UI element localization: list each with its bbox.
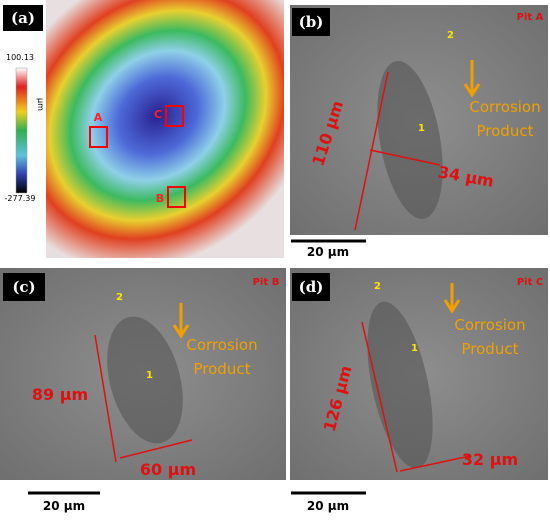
marker-box: [165, 105, 184, 127]
region-label: 2: [447, 30, 454, 41]
region-label: 2: [374, 281, 381, 292]
colorbar-min: -277.39: [5, 194, 36, 203]
dimension-line: [94, 334, 117, 463]
dimension-line: [369, 149, 441, 166]
region-label: 2: [116, 292, 123, 303]
label-box: [3, 5, 43, 31]
pit: [107, 316, 183, 444]
marker-label: C: [154, 108, 162, 121]
panel-label: (b): [299, 13, 324, 31]
dimension-label: 60 μm: [140, 460, 196, 479]
marker-box: [89, 126, 108, 148]
dimension-line: [399, 455, 471, 472]
product-label: Corrosion: [454, 316, 525, 334]
pit-name: Pit C: [517, 277, 543, 288]
panel-b: (b) Pit A 2 1 Corrosion Product 110 μm 3…: [290, 5, 548, 259]
marker-label: B: [156, 192, 164, 205]
colorbar: [15, 67, 28, 194]
scale-bar-label: 20 μm: [307, 245, 349, 259]
scale-bar-label: 20 μm: [43, 499, 85, 513]
panel-label: (a): [11, 9, 35, 27]
product-label: Corrosion: [186, 336, 257, 354]
pit-name: Pit A: [517, 12, 544, 23]
marker-label: A: [94, 111, 103, 124]
colorbar-unit: μm: [36, 98, 45, 111]
panel-c: (c) Pit B 2 1 Corrosion Product 89 μm 60…: [0, 268, 286, 513]
label-box: [292, 8, 330, 36]
panel-a: 100.13 μm -277.39 (a) A B C: [3, 0, 284, 258]
arrow: [463, 60, 481, 98]
product-label: Product: [194, 360, 251, 378]
label-box: [3, 273, 45, 301]
pit-name: Pit B: [253, 277, 280, 288]
region-label: 1: [418, 123, 425, 134]
colorbar-max: 100.13: [6, 53, 34, 62]
product-label: Corrosion: [469, 98, 540, 116]
panel-label: (d): [299, 278, 324, 296]
dimension-label: 89 μm: [32, 385, 88, 404]
dimension-line: [361, 321, 398, 473]
scale-bar-label: 20 μm: [307, 499, 349, 513]
region-label: 1: [411, 343, 418, 354]
pit: [367, 301, 433, 469]
panel-label: (c): [12, 278, 35, 296]
arrow: [443, 283, 461, 314]
dimension-line: [119, 439, 193, 459]
height-map: [46, 0, 284, 258]
panel-d: (d) Pit C 2 1 Corrosion Product 126 μm 3…: [290, 268, 548, 513]
product-label: Product: [462, 340, 519, 358]
pit: [377, 61, 443, 219]
region-label: 1: [146, 370, 153, 381]
dimension-label: 32 μm: [462, 450, 518, 469]
arrow: [172, 303, 190, 339]
marker-box: [167, 186, 186, 208]
product-label: Product: [477, 122, 534, 140]
label-box: [292, 273, 330, 301]
